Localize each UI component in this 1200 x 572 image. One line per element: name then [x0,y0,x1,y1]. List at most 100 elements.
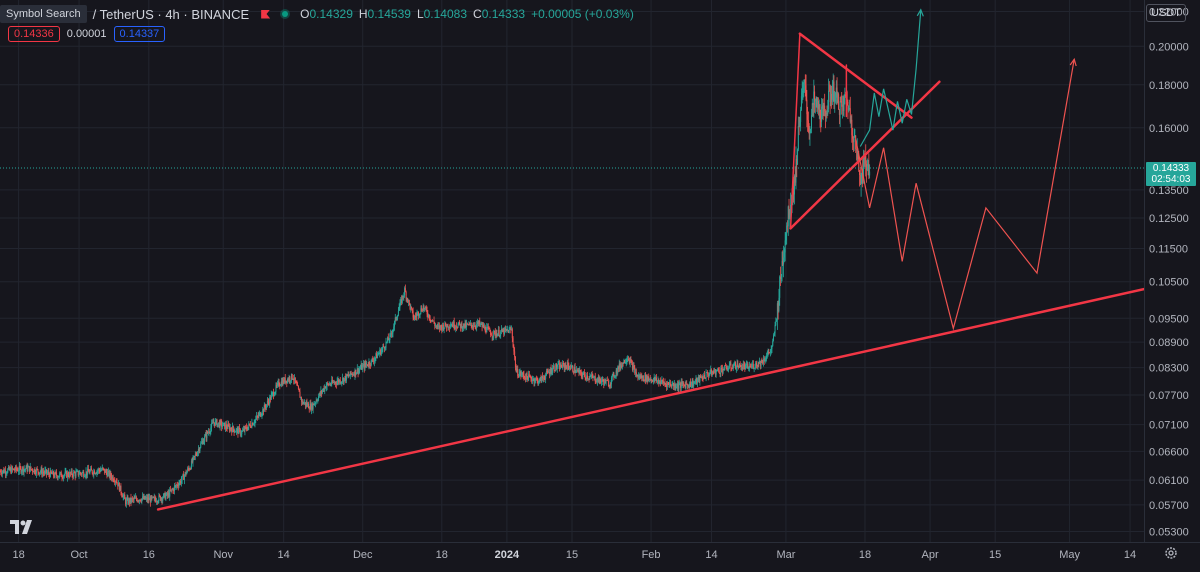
candle-body [228,425,230,431]
candle [166,490,168,499]
candle [85,467,87,480]
candle [455,325,457,333]
candle-body [804,79,806,86]
candle [16,467,18,471]
candle [434,321,436,330]
candle [769,348,771,357]
candle [301,398,303,405]
candle [420,305,422,315]
candle [156,497,158,505]
candle [556,364,558,373]
candle-body [115,481,117,483]
candle-body [264,405,266,408]
candle [745,360,747,369]
candle [113,478,115,483]
candle [825,110,827,122]
candle-body [186,471,188,475]
candle-body [667,382,669,384]
candle [218,422,220,428]
candle-body [236,428,238,430]
candle-body [571,365,573,367]
sell-price-button[interactable]: 0.14336 [8,26,60,42]
chart-pane[interactable] [0,0,1144,542]
gear-icon[interactable] [1164,546,1178,560]
candle-body [301,397,303,402]
symbol-search-button[interactable]: Symbol Search [0,5,87,23]
candle [259,410,261,417]
candle [335,381,337,388]
candle [42,468,44,478]
candle-body [521,374,523,376]
candle-body [106,472,108,477]
candle [299,387,301,398]
candle-body [235,431,237,433]
candle [700,373,702,378]
candle [515,364,517,373]
candle-body [650,379,652,381]
chart-canvas[interactable] [0,0,1144,542]
candle-body [314,403,316,405]
candle [292,378,294,380]
candle [635,368,637,378]
candle-body [474,325,476,327]
buy-price-button[interactable]: 0.14337 [113,26,166,42]
candle-body [296,382,298,386]
candle [538,378,540,384]
candle-body [205,433,207,439]
candle-body [235,429,237,432]
currency-selector[interactable]: USDT [1146,4,1186,22]
candle-body [174,485,176,487]
candle-body [805,85,807,100]
candle [840,95,842,103]
candle [178,479,180,489]
candle-body [588,378,590,380]
candle-body [158,495,160,502]
candle [620,362,622,371]
candle [601,375,603,386]
candle [741,362,743,372]
candle-body [272,392,274,394]
candle [784,232,786,262]
candle-body [623,360,625,364]
candle [290,373,292,384]
candle [587,378,589,381]
candle [90,465,92,472]
candle-body [488,328,490,330]
candle [206,430,208,442]
candle-body [604,379,606,385]
candle [160,496,162,503]
candle-body [232,426,234,430]
candle-body [655,377,657,382]
candle-body [576,370,578,371]
candle [332,376,334,384]
candle-body [4,470,6,474]
candle [577,368,579,373]
candle [187,465,189,472]
symbol-title[interactable]: / TetherUS · 4h · BINANCE [92,6,250,22]
candle [366,364,368,367]
candle-body [752,364,754,369]
candle-body [450,325,452,327]
candle-body [262,409,264,415]
candle-body [867,163,869,167]
candle [395,317,397,322]
price-scale[interactable]: 0.22000 0.20000 0.18000 0.16000 0.13500 0.125… [1144,0,1200,542]
candle-body [332,379,334,383]
candle-body [659,381,661,384]
candle-body [539,377,541,380]
candle-body [766,354,768,356]
candle [407,299,409,307]
candle-body [454,327,456,329]
candle-body [28,466,30,468]
candle-body [593,376,595,378]
candle-body [670,385,672,387]
candle [352,372,354,376]
flag-icon[interactable] [261,9,271,19]
candle-body [80,472,82,474]
tradingview-logo[interactable] [10,520,36,534]
candle [333,379,335,385]
time-scale[interactable]: 18 Oct 16 Nov 14 Dec 18 2024 15 Feb 14 Mar 18 Apr 15 Ma… [0,542,1200,567]
candle-body [2,469,4,472]
candle-body [3,469,5,473]
candle [649,374,651,382]
